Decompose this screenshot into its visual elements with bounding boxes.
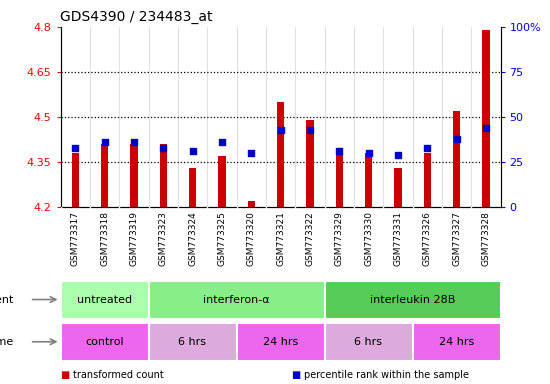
Bar: [453, 111, 460, 207]
Text: GSM773318: GSM773318: [100, 211, 109, 266]
Text: GSM773325: GSM773325: [217, 211, 227, 266]
Text: GSM773329: GSM773329: [334, 211, 344, 266]
Point: [276, 127, 285, 133]
Text: 6 hrs: 6 hrs: [355, 337, 382, 347]
Point: [71, 145, 80, 151]
Text: GSM773328: GSM773328: [481, 211, 491, 266]
Text: GSM773319: GSM773319: [129, 211, 139, 266]
Text: untreated: untreated: [77, 295, 132, 305]
Bar: [60, 280, 148, 319]
Text: GSM773327: GSM773327: [452, 211, 461, 266]
Text: GSM773324: GSM773324: [188, 211, 197, 266]
Bar: [306, 120, 313, 207]
Text: transformed count: transformed count: [73, 370, 163, 380]
Text: 24 hrs: 24 hrs: [439, 337, 474, 347]
Bar: [236, 323, 324, 361]
Text: 24 hrs: 24 hrs: [263, 337, 298, 347]
Point: [481, 125, 490, 131]
Bar: [60, 323, 148, 361]
Point: [188, 148, 197, 154]
Point: [364, 150, 373, 156]
Text: percentile rank within the sample: percentile rank within the sample: [304, 370, 469, 380]
Text: interferon-α: interferon-α: [203, 295, 270, 305]
Bar: [189, 168, 196, 207]
Point: [129, 139, 138, 146]
Bar: [412, 323, 500, 361]
Text: agent: agent: [0, 295, 14, 305]
Text: ■: ■: [60, 370, 70, 380]
Text: GSM773331: GSM773331: [393, 211, 403, 266]
Bar: [324, 280, 500, 319]
Point: [100, 139, 109, 146]
Bar: [248, 201, 255, 207]
Text: control: control: [85, 337, 124, 347]
Text: 6 hrs: 6 hrs: [179, 337, 206, 347]
Point: [159, 145, 168, 151]
Bar: [218, 156, 226, 207]
Bar: [324, 323, 412, 361]
Bar: [148, 280, 324, 319]
Bar: [365, 153, 372, 207]
Bar: [336, 153, 343, 207]
Bar: [130, 144, 138, 207]
Point: [305, 127, 314, 133]
Text: ■: ■: [292, 370, 301, 380]
Text: GSM773330: GSM773330: [364, 211, 373, 266]
Bar: [277, 102, 284, 207]
Text: GSM773322: GSM773322: [305, 211, 315, 266]
Text: GSM773326: GSM773326: [422, 211, 432, 266]
Bar: [424, 153, 431, 207]
Point: [335, 148, 344, 154]
Point: [217, 139, 226, 146]
Text: GSM773323: GSM773323: [158, 211, 168, 266]
Bar: [482, 30, 490, 207]
Text: GSM773321: GSM773321: [276, 211, 285, 266]
Text: GDS4390 / 234483_at: GDS4390 / 234483_at: [60, 10, 213, 25]
Text: GSM773317: GSM773317: [70, 211, 80, 266]
Point: [247, 150, 256, 156]
Bar: [160, 144, 167, 207]
Bar: [101, 144, 108, 207]
Bar: [148, 323, 236, 361]
Bar: [72, 153, 79, 207]
Text: interleukin 28B: interleukin 28B: [370, 295, 455, 305]
Text: GSM773320: GSM773320: [246, 211, 256, 266]
Text: time: time: [0, 337, 14, 347]
Point: [393, 152, 402, 158]
Point: [452, 136, 461, 142]
Bar: [394, 168, 402, 207]
Point: [423, 145, 432, 151]
